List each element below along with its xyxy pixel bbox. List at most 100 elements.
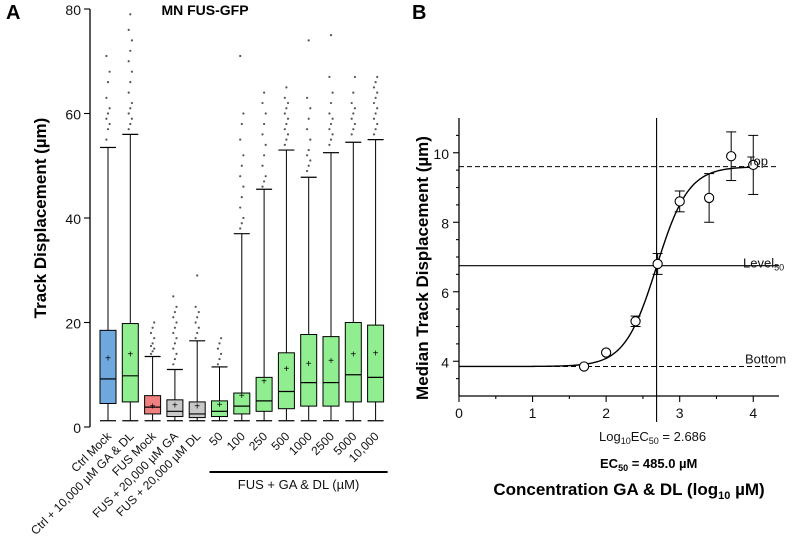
outlier-point xyxy=(153,321,156,324)
outlier-point xyxy=(105,138,108,141)
outlier-point xyxy=(329,122,333,126)
log-ec50-mid: EC xyxy=(631,429,649,444)
log-ec50-pre: Log xyxy=(599,429,621,444)
box-mean-marker: + xyxy=(194,402,200,413)
group-bracket-label: FUS + GA & DL (µM) xyxy=(238,477,360,492)
outlier-point xyxy=(240,196,243,199)
outlier-point xyxy=(306,128,309,131)
outlier-point xyxy=(376,75,379,79)
outlier-point xyxy=(218,357,221,361)
outlier-point xyxy=(108,122,111,126)
outlier-point xyxy=(149,352,153,355)
outlier-point xyxy=(285,122,288,126)
panel-b-y-axis-label: Median Track Displacement (µm) xyxy=(413,136,432,400)
outlier-point xyxy=(172,316,175,319)
box-mean-marker: + xyxy=(373,348,379,359)
box-iqr xyxy=(166,399,184,418)
panel-b-x-axis-label: Concentration GA & DL (log10 µM) xyxy=(493,480,764,502)
box-iqr xyxy=(99,329,117,404)
outlier-point xyxy=(328,143,331,146)
mean-point xyxy=(674,196,685,207)
mean-point xyxy=(652,258,663,270)
ec50-value: = 485.0 µM xyxy=(628,456,697,471)
outlier-point xyxy=(239,54,242,58)
category-label-9: 1000 xyxy=(286,429,315,458)
outlier-point xyxy=(372,117,376,120)
box-3: + xyxy=(166,295,184,422)
outlier-point xyxy=(286,133,290,136)
outlier-point xyxy=(106,112,110,115)
box-2: + xyxy=(144,321,162,422)
outlier-point xyxy=(108,107,111,110)
category-label-6: 100 xyxy=(224,429,248,453)
outlier-point xyxy=(175,321,178,324)
outlier-point xyxy=(353,75,356,79)
dose-response-fit-curve xyxy=(459,166,754,368)
outlier-point xyxy=(307,117,310,120)
category-label-7: 250 xyxy=(246,429,270,453)
outlier-point xyxy=(376,122,379,126)
box-mean-marker: + xyxy=(150,402,156,413)
mean-point xyxy=(726,151,737,162)
outlier-point xyxy=(129,107,132,110)
outlier-point xyxy=(352,128,355,131)
data-point-2 xyxy=(630,315,641,327)
box-mean-marker: + xyxy=(105,354,111,365)
box-mean-marker: + xyxy=(283,364,289,375)
outlier-point xyxy=(376,91,379,94)
outlier-point xyxy=(130,39,133,42)
outlier-point xyxy=(108,70,111,73)
outlier-point xyxy=(129,49,132,52)
outlier-point xyxy=(105,54,108,58)
level50-annotation: Level50 xyxy=(743,256,784,273)
box-mean-marker: + xyxy=(172,401,178,412)
box-iqr xyxy=(144,395,162,415)
outlier-point xyxy=(352,91,355,94)
outlier-point xyxy=(350,133,353,136)
y-tick-label: 6 xyxy=(441,285,449,301)
y-tick-label: 10 xyxy=(433,146,449,162)
x-tick-label: 0 xyxy=(455,405,463,421)
log-ec50-sub2: 50 xyxy=(649,436,659,446)
outlier-point xyxy=(172,331,175,335)
panel-a-y-axis-label: Track Displacement (µm) xyxy=(31,118,50,319)
box-iqr xyxy=(367,324,385,403)
outlier-point xyxy=(374,128,377,131)
panel-b-reference-lines xyxy=(459,118,779,422)
outlier-point xyxy=(263,122,266,126)
mean-point xyxy=(703,192,715,204)
y-tick-label: 60 xyxy=(65,107,81,123)
outlier-point xyxy=(149,331,153,335)
outlier-point xyxy=(216,363,219,366)
box-iqr xyxy=(211,400,228,418)
log-ec50-sub1: 10 xyxy=(621,436,631,446)
data-point-7 xyxy=(748,134,759,195)
outlier-point xyxy=(285,138,288,141)
outlier-point xyxy=(261,164,264,167)
outlier-point xyxy=(153,347,156,350)
outlier-point xyxy=(307,39,310,42)
box-1: + xyxy=(121,13,139,422)
log-ec50-annotation: Log10EC50 = 2.686 xyxy=(599,429,706,446)
ec50-annotation: EC50 = 485.0 µM xyxy=(600,456,697,473)
panel-a-y-axis: 0 20 40 60 80 xyxy=(65,2,91,436)
ec50-sub: 50 xyxy=(618,463,628,473)
data-point-5 xyxy=(703,173,715,223)
outlier-point xyxy=(285,86,288,89)
box-iqr xyxy=(121,323,139,403)
outlier-point xyxy=(129,122,132,126)
outlier-point xyxy=(328,75,331,79)
panel-a-boxes: + + + + + + + + + + + + + xyxy=(99,13,385,422)
outlier-point xyxy=(264,175,267,178)
outlier-point xyxy=(263,91,266,94)
outlier-point xyxy=(127,60,130,63)
outlier-point xyxy=(173,326,176,329)
outlier-point xyxy=(240,164,243,167)
top-annotation: Top xyxy=(747,154,768,169)
box-iqr xyxy=(300,334,318,407)
box-mean-marker: + xyxy=(239,391,245,402)
outlier-point xyxy=(285,107,288,110)
outlier-point xyxy=(353,107,356,110)
outlier-point xyxy=(372,101,376,105)
ec50-main: EC xyxy=(600,456,619,471)
